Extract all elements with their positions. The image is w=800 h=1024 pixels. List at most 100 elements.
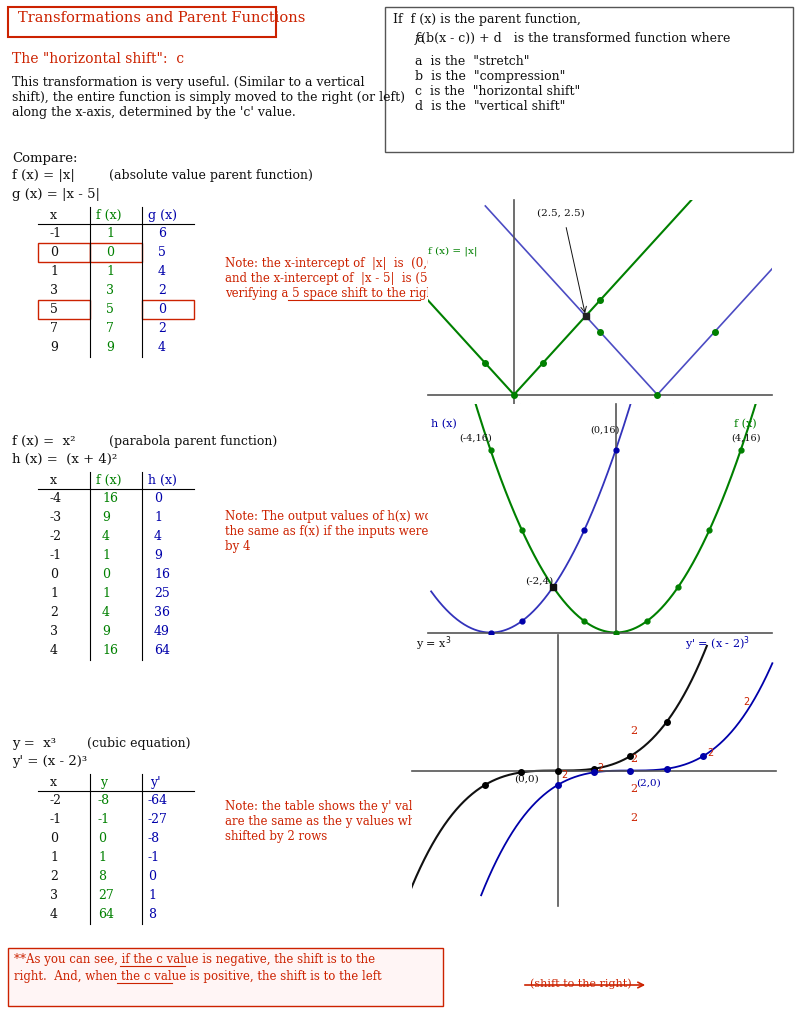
Text: 0: 0 xyxy=(50,831,58,845)
Text: y =  x³: y = x³ xyxy=(12,737,56,750)
Text: by 4: by 4 xyxy=(225,540,250,553)
Text: 0: 0 xyxy=(98,831,106,845)
Text: 5: 5 xyxy=(50,303,58,316)
Text: b  is the  "compression": b is the "compression" xyxy=(415,70,566,83)
Text: (parabola parent function): (parabola parent function) xyxy=(85,435,278,449)
Text: x: x xyxy=(50,776,57,790)
Text: This transformation is very useful. (Similar to a vertical
shift), the entire fu: This transformation is very useful. (Sim… xyxy=(12,76,405,119)
Text: (b(x - c)) + d   is the transformed function where: (b(x - c)) + d is the transformed functi… xyxy=(421,32,730,45)
Text: a: a xyxy=(393,32,425,45)
Text: 2: 2 xyxy=(50,606,58,618)
Text: 2: 2 xyxy=(630,754,638,764)
Text: (0,0): (0,0) xyxy=(600,641,625,650)
Text: -4: -4 xyxy=(50,492,62,505)
Text: (5, 0): (5, 0) xyxy=(649,403,677,413)
Text: 7: 7 xyxy=(106,322,114,335)
Text: 16: 16 xyxy=(102,644,118,657)
Text: 4: 4 xyxy=(102,530,110,543)
Text: 9: 9 xyxy=(106,341,114,354)
Text: -1: -1 xyxy=(50,227,62,240)
Text: x: x xyxy=(50,209,57,222)
Text: 1: 1 xyxy=(50,265,58,278)
Bar xyxy=(8,948,443,1006)
Text: 1: 1 xyxy=(106,227,114,240)
Text: -2: -2 xyxy=(50,530,62,543)
Text: h (x): h (x) xyxy=(431,419,457,429)
Text: h (x): h (x) xyxy=(148,474,177,487)
Text: 1: 1 xyxy=(50,851,58,864)
Text: (0,0): (0,0) xyxy=(514,774,538,783)
Text: 4: 4 xyxy=(50,908,58,921)
Text: f (x): f (x) xyxy=(96,474,122,487)
Text: y': y' xyxy=(150,776,161,790)
Text: -64: -64 xyxy=(148,794,168,807)
Text: f (x) =  x²: f (x) = x² xyxy=(12,435,75,449)
Text: Compare:: Compare: xyxy=(12,152,78,165)
Text: (-4,0): (-4,0) xyxy=(472,641,500,650)
Text: 1: 1 xyxy=(102,549,110,562)
Text: 36: 36 xyxy=(154,606,170,618)
Text: 0: 0 xyxy=(50,246,58,259)
Text: g (x) = |x - 5|: g (x) = |x - 5| xyxy=(12,188,100,201)
Text: the same as f(x) if the inputs were shifted: the same as f(x) if the inputs were shif… xyxy=(225,525,473,538)
Text: verifying a 5 space shift to the right: verifying a 5 space shift to the right xyxy=(225,287,438,300)
Text: 1: 1 xyxy=(98,851,106,864)
Text: x: x xyxy=(50,474,57,487)
Text: Transformations and Parent Functions: Transformations and Parent Functions xyxy=(18,11,306,25)
Text: Note: the x-intercept of  |x|  is  (0,0): Note: the x-intercept of |x| is (0,0) xyxy=(225,257,439,270)
Text: 8: 8 xyxy=(98,870,106,883)
Text: y' = (x - 2)³: y' = (x - 2)³ xyxy=(12,755,87,768)
Text: (0,16): (0,16) xyxy=(590,426,620,435)
Text: 0: 0 xyxy=(154,492,162,505)
Text: -1: -1 xyxy=(50,813,62,826)
Text: 16: 16 xyxy=(102,492,118,505)
Text: (shift to the left): (shift to the left) xyxy=(486,707,578,718)
Text: 3: 3 xyxy=(50,284,58,297)
Text: 9: 9 xyxy=(50,341,58,354)
Text: (shift to the right): (shift to the right) xyxy=(490,406,592,416)
Text: 4: 4 xyxy=(158,265,166,278)
Text: -27: -27 xyxy=(148,813,168,826)
Text: c  is the  "horizontal shift": c is the "horizontal shift" xyxy=(415,85,580,98)
Text: 5: 5 xyxy=(106,303,114,316)
Text: The "horizontal shift":  c: The "horizontal shift": c xyxy=(12,52,184,66)
Text: -8: -8 xyxy=(148,831,160,845)
Text: h (x) =  (x + 4)²: h (x) = (x + 4)² xyxy=(12,453,118,466)
Text: 4: 4 xyxy=(154,530,162,543)
Text: 2: 2 xyxy=(50,870,58,883)
Text: -1: -1 xyxy=(50,549,62,562)
Text: -1: -1 xyxy=(98,813,110,826)
Text: f (x) = |x|: f (x) = |x| xyxy=(12,169,75,182)
Text: 64: 64 xyxy=(98,908,114,921)
Text: 3: 3 xyxy=(50,625,58,638)
Text: a  is the  "stretch": a is the "stretch" xyxy=(415,55,530,68)
Text: shifted by 2 rows: shifted by 2 rows xyxy=(225,830,327,843)
Text: If  f (x) is the parent function,: If f (x) is the parent function, xyxy=(393,13,581,26)
Text: 2: 2 xyxy=(707,749,713,758)
Text: d  is the  "vertical shift": d is the "vertical shift" xyxy=(415,100,566,113)
Text: f (x) = |x|: f (x) = |x| xyxy=(428,246,478,256)
Text: Note: the table shows the y' values: Note: the table shows the y' values xyxy=(225,800,433,813)
Text: right.  And, when the c value is positive, the shift is to the left: right. And, when the c value is positive… xyxy=(14,970,382,983)
Text: (2,0): (2,0) xyxy=(636,778,661,787)
Text: 2: 2 xyxy=(743,696,750,707)
Text: (4,16): (4,16) xyxy=(731,434,761,443)
Text: 2: 2 xyxy=(630,784,638,795)
Text: -1: -1 xyxy=(148,851,160,864)
Text: 9: 9 xyxy=(154,549,162,562)
Text: 4: 4 xyxy=(158,341,166,354)
Text: **As you can see, if the c value is negative, the shift is to the: **As you can see, if the c value is nega… xyxy=(14,953,375,966)
Text: 25: 25 xyxy=(154,587,170,600)
Text: 2: 2 xyxy=(598,764,604,773)
Text: 2: 2 xyxy=(562,770,567,780)
Text: 0: 0 xyxy=(106,246,114,259)
Text: 4: 4 xyxy=(50,644,58,657)
Text: 0: 0 xyxy=(158,303,166,316)
Text: 64: 64 xyxy=(154,644,170,657)
Text: 1: 1 xyxy=(102,587,110,600)
Text: 9: 9 xyxy=(102,625,110,638)
Text: y: y xyxy=(100,776,107,790)
Text: (-2,4): (-2,4) xyxy=(525,577,553,586)
Text: 0: 0 xyxy=(102,568,110,581)
Text: 2: 2 xyxy=(158,322,166,335)
